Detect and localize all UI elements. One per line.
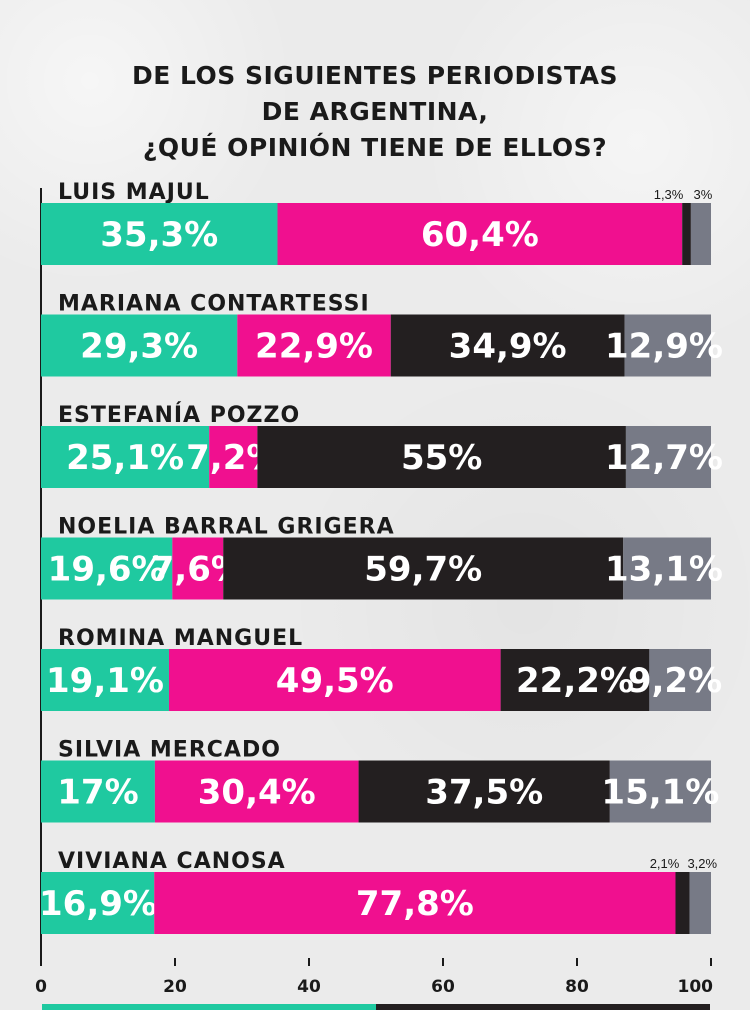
legend-strip-green [42, 1004, 376, 1010]
chart-title: DE LOS SIGUIENTES PERIODISTAS DE ARGENTI… [0, 58, 750, 166]
data-label: 35,3% [100, 215, 218, 255]
title-line-3: ¿QUÉ OPINIÓN TIENE DE ELLOS? [142, 133, 608, 162]
bar-segment [223, 537, 624, 600]
row-label: NOELIA BARRAL GRIGERA [58, 515, 395, 540]
bar-segment [390, 314, 625, 377]
data-label: 19,6% [48, 550, 166, 590]
data-label: 19,1% [46, 661, 164, 701]
bar-segment [237, 314, 391, 377]
data-label: 17% [57, 773, 138, 813]
row-label: SILVIA MERCADO [58, 738, 281, 763]
bar-segment [41, 426, 210, 488]
bar-segment [168, 649, 501, 711]
data-label: 13,1% [605, 550, 723, 590]
data-label: 60,4% [421, 215, 539, 255]
data-label: 22,9% [255, 327, 373, 367]
bar-segment [690, 203, 711, 265]
x-tick-label: 20 [163, 977, 187, 997]
row-label: MARIANA CONTARTESSI [58, 292, 370, 317]
bar-segment [500, 649, 650, 711]
bar-segment [41, 314, 238, 377]
x-tick-label: 40 [297, 977, 321, 997]
x-tick-label: 0 [35, 977, 47, 997]
data-label: 16,9% [39, 884, 157, 924]
bar-segment [609, 760, 711, 823]
bar-segment [623, 537, 711, 600]
x-tick-label: 100 [678, 977, 714, 997]
data-label: 34,9% [449, 327, 567, 367]
data-label: 15,1% [601, 773, 719, 813]
legend-strip-dark [376, 1004, 710, 1010]
bar-segment [41, 537, 173, 600]
data-label: 77,8% [356, 884, 474, 924]
bar-segment [172, 537, 224, 600]
data-label: 22,2% [516, 661, 634, 701]
data-label-small: 2,1% [650, 856, 680, 871]
bar-segment [358, 760, 610, 823]
bar-segment [154, 872, 676, 934]
data-label-small: 3% [694, 187, 713, 202]
bar-segment [625, 426, 711, 488]
bar-segment [209, 426, 258, 488]
bar-segment [277, 203, 683, 265]
data-label: 12,9% [605, 327, 723, 367]
row-label: ESTEFANÍA POZZO [58, 402, 300, 428]
row-label: LUIS MAJUL [58, 180, 210, 205]
data-label: 9,2% [628, 661, 722, 701]
bar-segment [41, 760, 155, 823]
title-line-2: DE ARGENTINA, [261, 97, 489, 126]
data-label: 55% [401, 438, 482, 478]
data-label: 30,4% [198, 773, 316, 813]
bar-segment [624, 314, 711, 377]
data-label-small: 3,2% [687, 856, 717, 871]
bar-segment [257, 426, 626, 488]
row-label: ROMINA MANGUEL [58, 626, 303, 651]
data-label: 49,5% [276, 661, 394, 701]
data-label-small: 1,3% [654, 187, 684, 202]
bar-segment [649, 649, 711, 711]
bar-segment [41, 203, 278, 265]
x-tick-label: 80 [565, 977, 589, 997]
bar-segment [41, 872, 155, 934]
data-label: 12,7% [605, 438, 723, 478]
data-label: 29,3% [80, 327, 198, 367]
bar-segment [675, 872, 690, 934]
bar-segment [41, 649, 169, 711]
data-label: 25,1% [66, 438, 184, 478]
bar-segment [154, 760, 359, 823]
title-line-1: DE LOS SIGUIENTES PERIODISTAS [131, 61, 619, 90]
data-label: 59,7% [364, 550, 482, 590]
bar-segment [689, 872, 711, 934]
data-label: 37,5% [425, 773, 543, 813]
bar-segment [682, 203, 691, 265]
x-tick-label: 60 [431, 977, 455, 997]
row-label: VIVIANA CANOSA [58, 849, 286, 874]
